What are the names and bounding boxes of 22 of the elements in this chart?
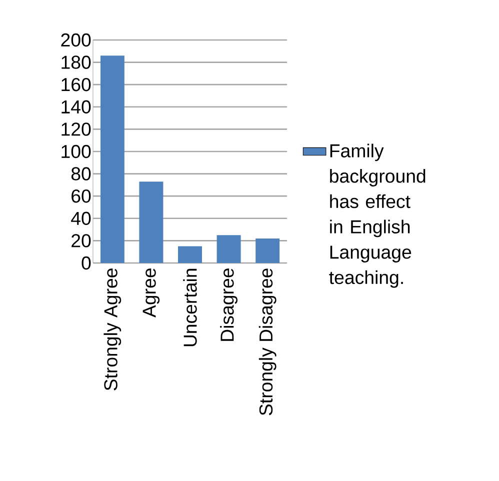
x-tick-label: Agree: [142, 268, 160, 318]
legend-label: Family background has effect in English Language teaching.: [329, 144, 426, 288]
x-tick-label: Strongly Agree: [104, 268, 122, 390]
x-tick-label: Disagree: [220, 268, 238, 341]
bar: [256, 238, 280, 263]
y-tick-label: 20: [72, 234, 91, 248]
y-tick-label: 140: [62, 100, 91, 114]
y-tick-label: 100: [62, 144, 91, 158]
bar: [100, 56, 124, 263]
y-tick-label: 0: [82, 256, 91, 270]
y-tick-label: 60: [72, 189, 91, 203]
y-tick-label: 120: [62, 122, 91, 136]
y-tick-label: 200: [61, 33, 91, 47]
y-tick-label: 180: [62, 56, 91, 69]
bar: [216, 235, 241, 263]
y-tick-label: 160: [62, 78, 91, 92]
x-tick-label: Uncertain: [183, 268, 197, 346]
x-tick-label: Strongly Disagree: [258, 268, 276, 416]
y-tick-label: 40: [71, 212, 91, 226]
y-tick-label: 80: [71, 167, 91, 180]
bar: [139, 182, 164, 263]
bar: [178, 246, 202, 263]
